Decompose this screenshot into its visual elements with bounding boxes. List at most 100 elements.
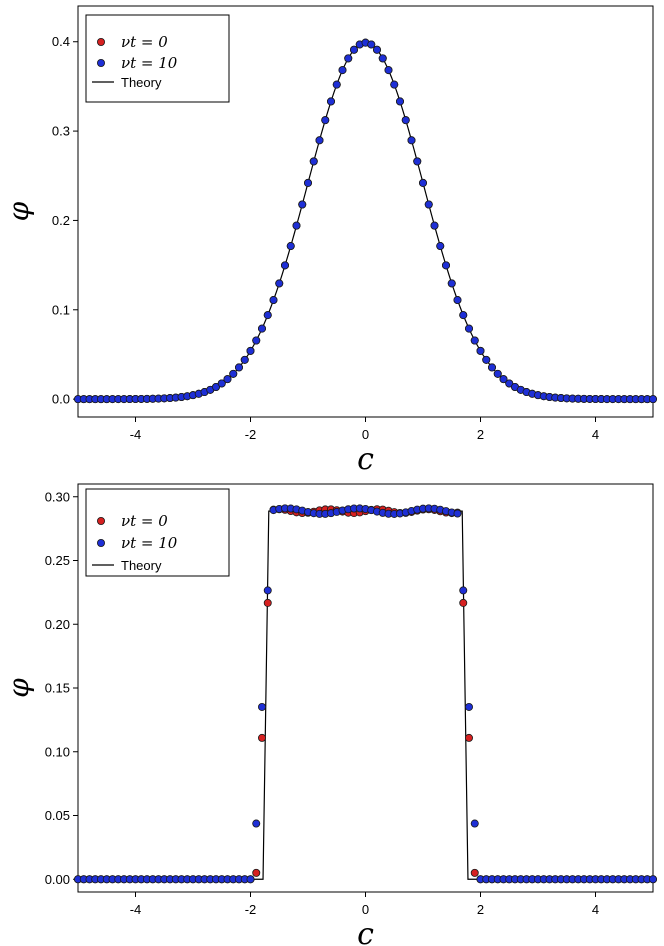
legend-label-nut0: νt = 0 [121, 512, 168, 530]
legend-label-nut0: νt = 0 [121, 33, 168, 51]
point-nut0 [459, 598, 468, 607]
point-nut10 [430, 221, 439, 230]
point-nut10 [418, 178, 427, 187]
point-nut10 [476, 346, 485, 355]
point-nut10 [649, 875, 658, 884]
point-nut10 [390, 80, 399, 89]
y-axis-label: φ [2, 678, 35, 698]
point-nut0 [257, 733, 266, 742]
point-nut10 [372, 45, 381, 54]
x-tick-label: 2 [477, 427, 484, 442]
point-nut10 [441, 261, 450, 270]
point-nut10 [223, 375, 232, 384]
y-tick-label: 0.4 [52, 34, 70, 49]
y-tick-label: 0.05 [45, 808, 70, 823]
y-tick-label: 0.1 [52, 302, 70, 317]
legend-box [85, 488, 230, 577]
point-nut10 [395, 97, 404, 106]
y-tick-label: 0.3 [52, 124, 70, 139]
legend-box [85, 14, 230, 103]
point-nut10 [211, 382, 220, 391]
y-tick-label: 0.25 [45, 553, 70, 568]
y-tick-label: 0.20 [45, 617, 70, 632]
point-nut10 [246, 346, 255, 355]
legend-label-theory: Theory [121, 558, 162, 573]
point-nut10 [229, 369, 238, 378]
point-nut10 [413, 157, 422, 166]
point-nut10 [453, 509, 462, 518]
chart-uniform: -4 -2 0 2 4 0.00 0.05 0.10 0.15 0.20 0.25 0.30 c φ νt … [2, 483, 658, 946]
legend-label-theory: Theory [121, 75, 162, 90]
point-nut10 [263, 586, 272, 595]
point-nut0 [263, 598, 272, 607]
legend-marker-nut0 [97, 38, 106, 47]
point-nut10 [384, 66, 393, 75]
point-nut10 [257, 324, 266, 333]
point-nut10 [464, 324, 473, 333]
point-nut10 [292, 221, 301, 230]
point-nut10 [263, 311, 272, 320]
point-nut10 [315, 136, 324, 145]
point-nut10 [303, 178, 312, 187]
x-axis-label: c [357, 442, 374, 477]
y-tick-label: 0.2 [52, 213, 70, 228]
point-nut10 [240, 355, 249, 364]
x-tick-label: -2 [245, 902, 257, 917]
point-nut10 [470, 819, 479, 828]
x-axis-label: c [357, 917, 374, 946]
point-nut10 [286, 242, 295, 251]
x-tick-label: -2 [245, 427, 257, 442]
x-tick-label: -4 [130, 902, 142, 917]
point-nut10 [424, 200, 433, 209]
point-nut10 [332, 80, 341, 89]
point-nut10 [499, 375, 508, 384]
point-nut0 [470, 868, 479, 877]
point-nut10 [275, 279, 284, 288]
point-nut10 [344, 54, 353, 63]
y-axis-label: φ [2, 201, 35, 221]
y-tick-label: 0.15 [45, 681, 70, 696]
point-nut10 [246, 875, 255, 884]
point-nut10 [436, 242, 445, 251]
point-nut10 [349, 45, 358, 54]
legend-marker-nut10 [97, 539, 106, 548]
y-tick-label: 0.10 [45, 744, 70, 759]
point-nut10 [401, 116, 410, 125]
point-nut10 [505, 379, 514, 388]
point-nut10 [459, 586, 468, 595]
x-tick-label: 2 [477, 902, 484, 917]
y-tick-label: 0.00 [45, 872, 70, 887]
point-nut10 [338, 66, 347, 75]
point-nut10 [453, 296, 462, 305]
y-tick-label: 0.0 [52, 392, 70, 407]
point-nut0 [252, 868, 261, 877]
legend-marker-nut10 [97, 59, 106, 68]
point-nut10 [309, 157, 318, 166]
point-nut10 [269, 296, 278, 305]
point-nut10 [367, 40, 376, 49]
point-nut10 [326, 97, 335, 106]
point-nut10 [252, 336, 261, 345]
point-nut10 [378, 54, 387, 63]
point-nut10 [482, 355, 491, 364]
point-nut10 [280, 261, 289, 270]
x-tick-label: 4 [592, 902, 599, 917]
point-nut10 [298, 200, 307, 209]
point-nut10 [447, 279, 456, 288]
point-nut10 [407, 136, 416, 145]
point-nut10 [459, 311, 468, 320]
point-nut10 [217, 379, 226, 388]
legend-marker-nut0 [97, 517, 106, 526]
point-nut10 [470, 336, 479, 345]
point-nut10 [464, 702, 473, 711]
x-tick-label: 4 [592, 427, 599, 442]
point-nut10 [257, 702, 266, 711]
x-tick-label: 0 [362, 427, 369, 442]
legend-label-nut10: νt = 10 [121, 54, 178, 72]
x-tick-label: 0 [362, 902, 369, 917]
point-nut10 [487, 363, 496, 372]
y-tick-label: 0.30 [45, 489, 70, 504]
point-nut10 [252, 819, 261, 828]
point-nut10 [321, 116, 330, 125]
